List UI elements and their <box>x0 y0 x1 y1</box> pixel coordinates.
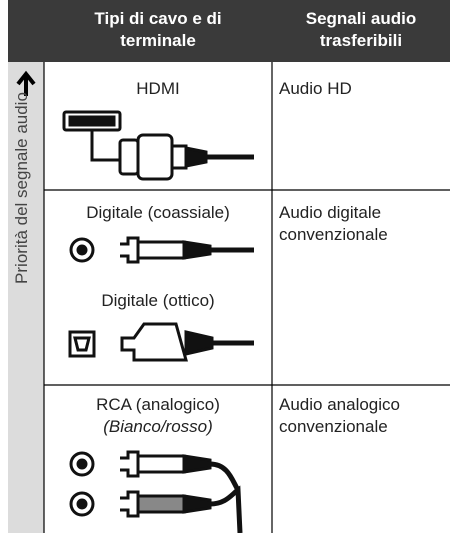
signal-line: Audio HD <box>279 79 352 98</box>
priority-arrow <box>16 70 36 96</box>
cable-label: Digitale (ottico) <box>101 291 215 310</box>
signal-label: Audio analogico convenzionale <box>279 394 449 438</box>
header-line: terminale <box>120 31 196 50</box>
rca-icon <box>69 450 243 533</box>
side-svg <box>16 70 36 96</box>
cable-label: Digitale (coassiale) <box>86 203 230 222</box>
hdmi-icon <box>62 110 254 181</box>
signal-label: Audio HD <box>279 78 449 100</box>
cable-label: RCA (analogico) <box>96 395 220 414</box>
header-line: trasferibili <box>319 31 403 50</box>
signal-label: Audio digitale convenzionale <box>279 202 449 246</box>
side-strip <box>8 62 44 533</box>
cable-label: HDMI <box>136 79 180 98</box>
signal-line: Audio digitale <box>279 203 382 222</box>
signal-line: convenzionale <box>279 417 388 436</box>
header-line: Tipi di cavo e di <box>94 9 222 28</box>
cable-note: (Bianco/rosso) <box>103 417 213 436</box>
signal-line: convenzionale <box>279 225 388 244</box>
header-col2: Segnali audio trasferibili <box>272 8 450 52</box>
coax-icon <box>69 236 254 264</box>
header-col1: Tipi di cavo e di terminale <box>44 8 272 52</box>
header-line: Segnali audio <box>305 9 417 28</box>
signal-line: Audio analogico <box>279 395 400 414</box>
optical-icon <box>68 322 254 362</box>
